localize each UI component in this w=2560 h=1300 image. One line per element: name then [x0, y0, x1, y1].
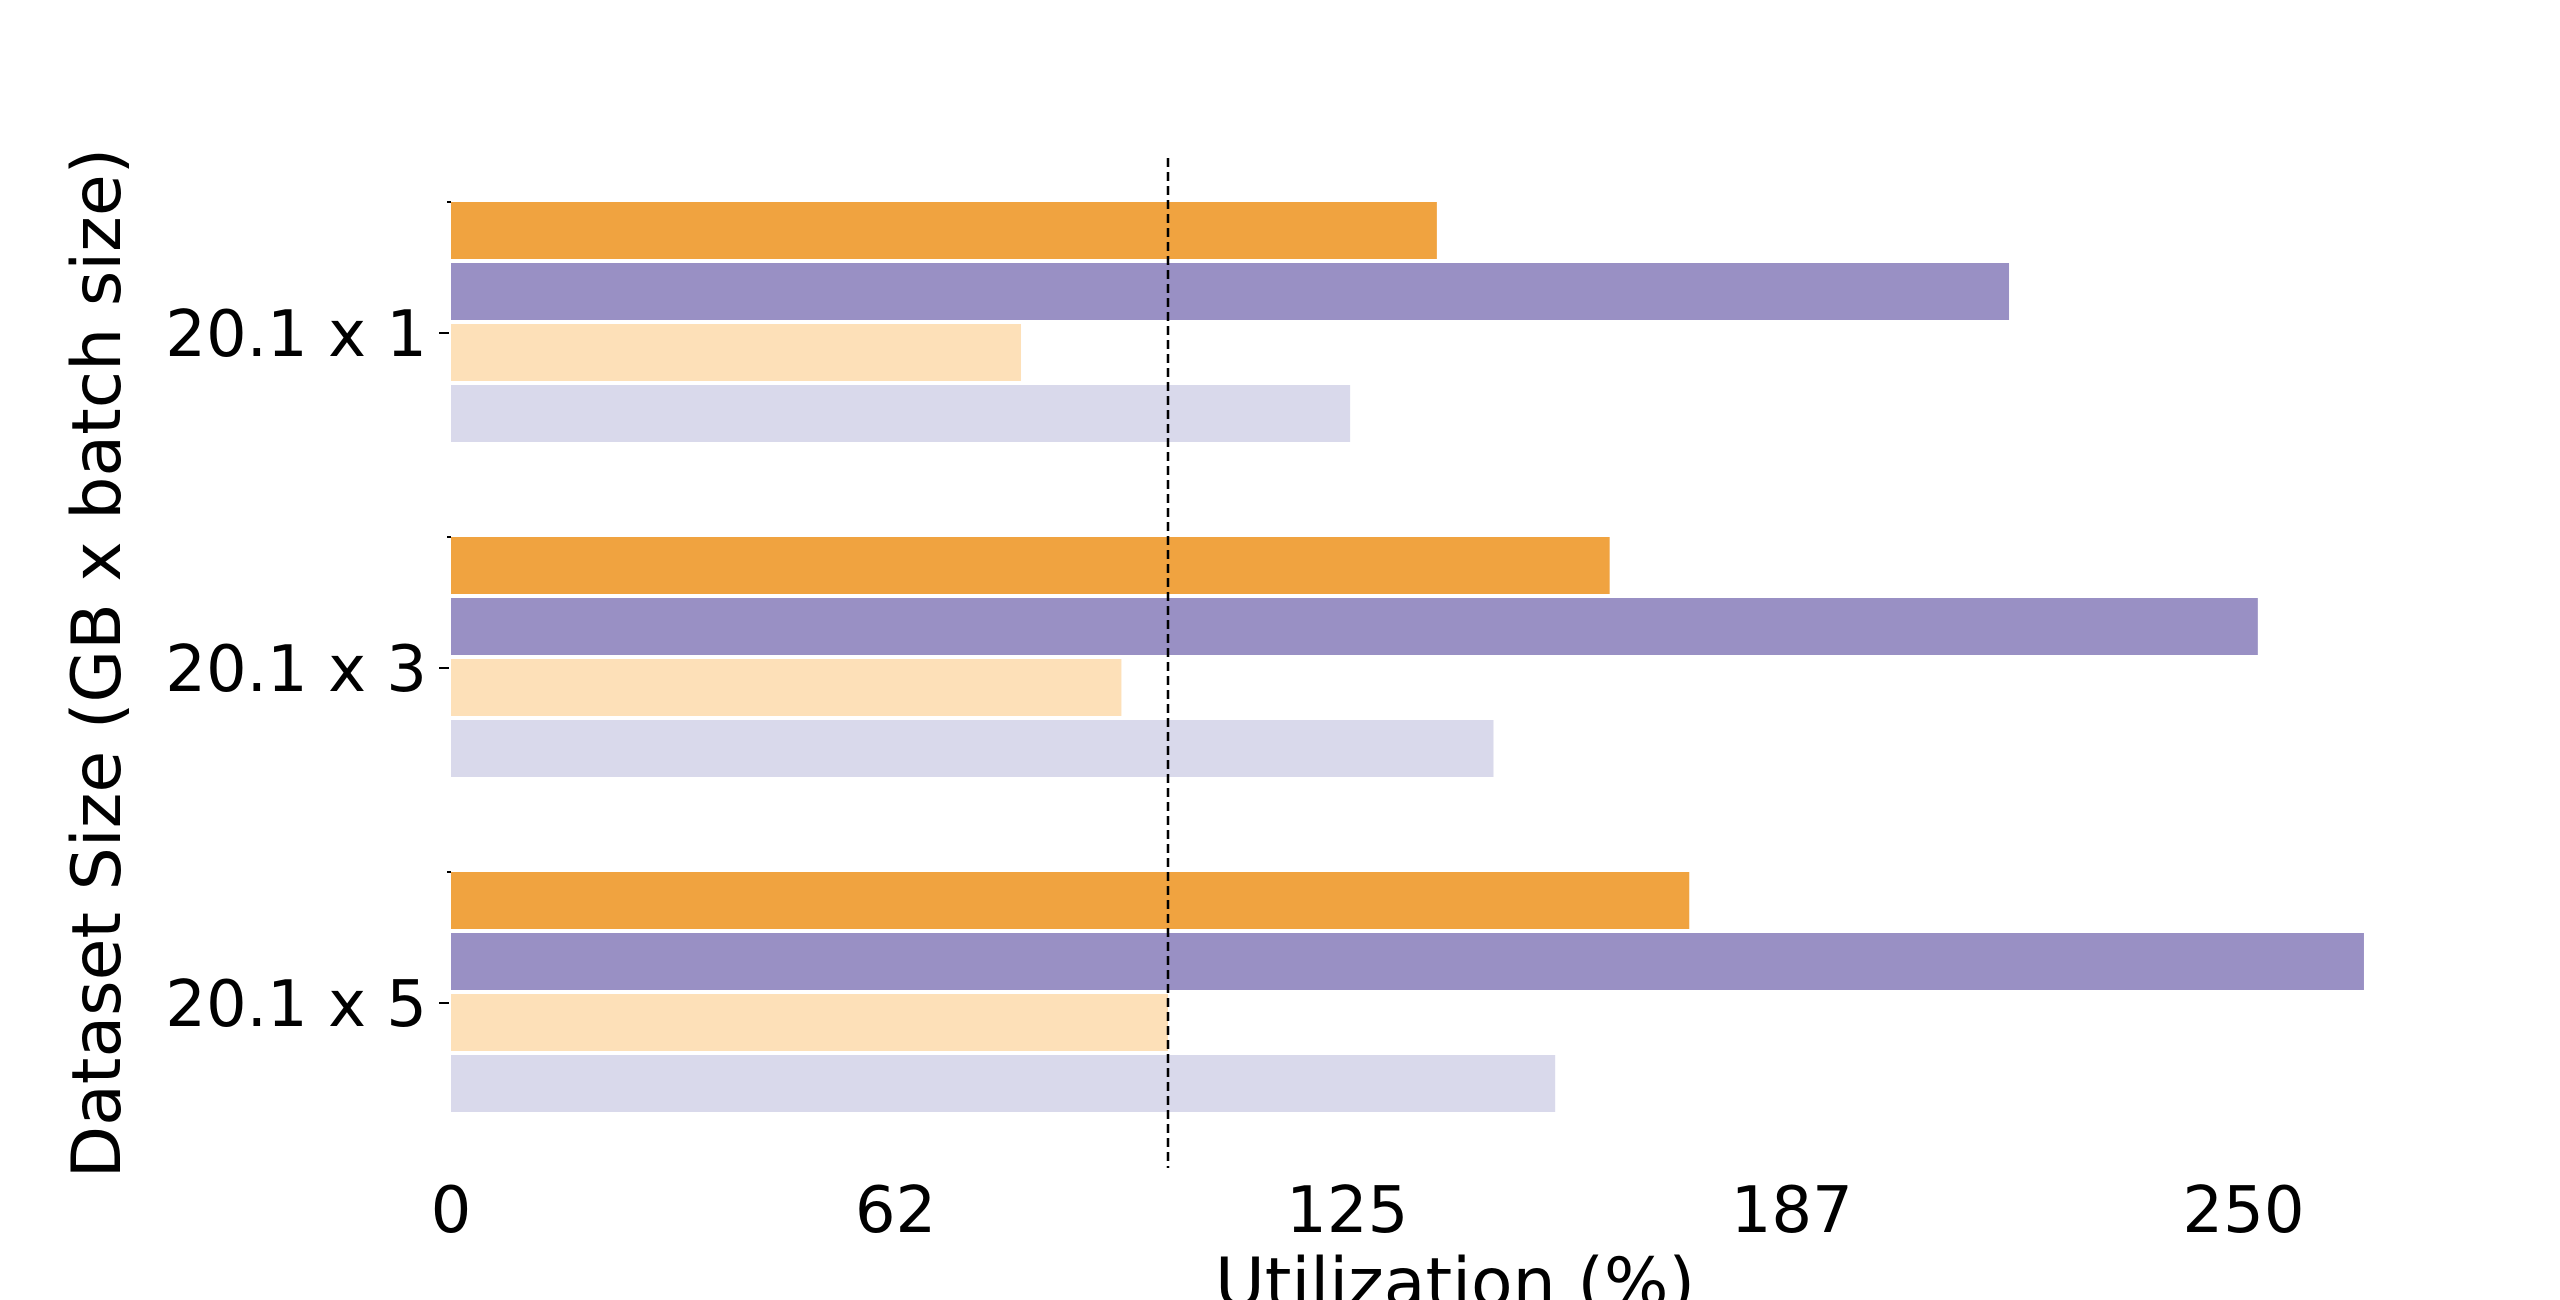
x-tick-label: 250 — [2182, 1174, 2304, 1248]
x-axis-title: Utilization (%) — [1215, 1244, 1695, 1300]
bar-3-3 — [451, 994, 1168, 1051]
bar-3-1 — [451, 872, 1690, 929]
y-tick-label: 20.1 x 1 — [165, 298, 427, 372]
bar-2-3 — [451, 659, 1122, 716]
bars-layer — [451, 202, 2364, 1112]
y-tick-label: 20.1 x 5 — [165, 968, 427, 1042]
bar-1-1 — [451, 202, 1437, 259]
y-axis-title: Dataset Size (GB x batch size) — [58, 148, 137, 1178]
bar-2-1 — [451, 537, 1610, 594]
bar-2-4 — [451, 720, 1494, 777]
y-tick-label: 20.1 x 3 — [165, 633, 427, 707]
x-tick-label: 187 — [1731, 1174, 1853, 1248]
bar-1-3 — [451, 324, 1022, 381]
bar-1-4 — [451, 385, 1351, 442]
bar-2-2 — [451, 598, 2258, 655]
y-axis: 20.1 x 1 20.1 x 3 20.1 x 5 — [165, 201, 451, 1042]
x-axis: 0 62 125 187 250 — [431, 1174, 2305, 1248]
bar-3-2 — [451, 933, 2364, 990]
x-tick-label: 125 — [1286, 1174, 1408, 1248]
x-tick-label: 62 — [855, 1174, 936, 1248]
x-tick-label: 0 — [431, 1174, 472, 1248]
bar-3-4 — [451, 1055, 1556, 1112]
bar-1-2 — [451, 263, 2010, 320]
